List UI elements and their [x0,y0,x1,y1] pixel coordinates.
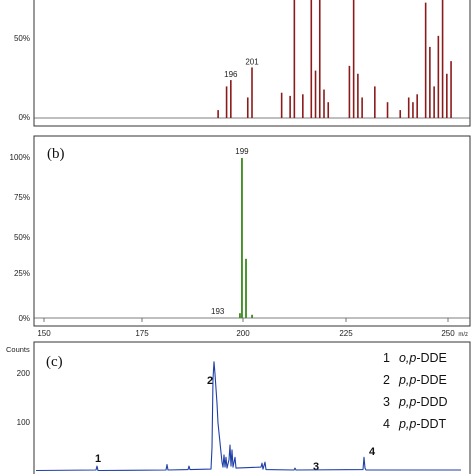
peak-number-3: 3 [313,461,319,473]
panel-a-frame [33,0,471,127]
panel-b-ytick-75: 75% [14,193,30,202]
panel-a-peak-label-196: 196 [224,70,238,79]
panel-b-xtick-150: 150 [37,329,51,338]
panel-c-legend: 1 o,p-DDE 2 p,p-DDE 3 p,p-DDD 4 p,p-DDT [383,351,448,431]
panel-b-ytick-100: 100% [10,153,30,162]
panel-b-label: (b) [47,146,65,162]
legend-entry-3: 3 p,p-DDD [383,395,448,409]
panel-c-frame [33,341,471,474]
panel-c-ylabel: Counts [6,345,30,354]
legend-entry-1: 1 o,p-DDE [383,351,447,365]
panel-b-peak-label-199: 199 [235,147,249,156]
panel-c-label: (c) [46,354,63,370]
peak-number-2: 2 [207,375,213,387]
peak-number-1: 1 [95,453,101,465]
panel-b-xtick-200: 200 [236,329,250,338]
legend-entry-4: 4 p,p-DDT [383,417,447,431]
panel-b-frame [33,135,471,327]
peak-number-4: 4 [369,446,376,458]
panel-a-peak-label-201: 201 [245,57,259,66]
panel-b-peak-label-193: 193 [211,307,225,316]
panel-b-xtick-175: 175 [135,329,149,338]
panel-b-ytick-25: 25% [14,269,30,278]
panel-b-xunit: m/z [458,332,468,338]
legend-entry-2: 2 p,p-DDE [383,373,447,387]
panel-a-ytick-0: 0% [18,113,30,122]
panel-a-ytick-50: 50% [14,34,30,43]
panel-a-peak-label-242: 242 [419,0,433,2]
panel-c-ytick-200: 200 [17,369,31,378]
panel-b-ytick-50: 50% [14,233,30,242]
panel-b-ytick-0: 0% [18,314,30,323]
panel-b-xtick-250: 250 [441,329,455,338]
panel-b-xtick-225: 225 [339,329,353,338]
panel-c-ytick-100: 100 [17,418,31,427]
panel-c-chromatogram-trace [35,361,461,472]
